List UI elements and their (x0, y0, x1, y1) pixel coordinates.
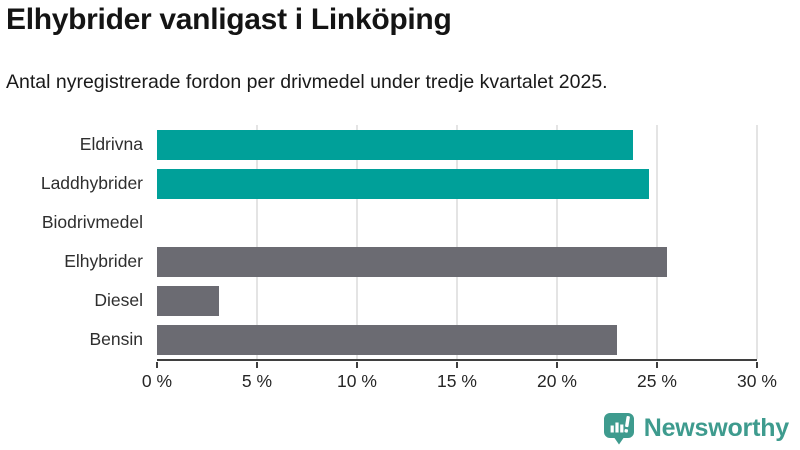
x-tick-15 (456, 361, 458, 368)
x-tick-25 (656, 361, 658, 368)
bar-chart: Eldrivna Laddhybrider Biodrivmedel Elhybrid… (0, 125, 800, 391)
newsworthy-icon (603, 413, 634, 445)
category-label: Bensin (89, 329, 143, 349)
category-label: Laddhybrider (40, 173, 143, 193)
bar-eldrivna (157, 129, 633, 160)
category-label: Biodrivmedel (41, 212, 143, 232)
gridline-25 (656, 125, 658, 359)
category-label: Elhybrider (64, 251, 143, 271)
newsworthy-logo: Newsworthy (602, 411, 789, 445)
chart-title: Elhybrider vanligast i Linköping (6, 3, 452, 36)
x-tick-label: 25 % (637, 371, 677, 391)
x-tick-20 (555, 361, 558, 368)
x-tick-label: 15 % (437, 371, 477, 391)
x-tick-label: 0 % (141, 371, 173, 391)
gridline-15 (456, 125, 458, 359)
gridline-10 (355, 125, 358, 359)
category-label: Diesel (94, 290, 143, 310)
x-tick-label: 10 % (337, 371, 377, 391)
plot-area: 0 % 5 % 10 % 15 % 20 % 25 % 30 % (142, 125, 777, 391)
gridline-30 (756, 125, 758, 359)
x-tick-label: 5 % (241, 371, 273, 391)
category-axis: Eldrivna Laddhybrider Biodrivmedel Elhybrid… (0, 125, 150, 359)
gridline-20 (555, 125, 558, 359)
bar-diesel (157, 285, 219, 316)
chart-subtitle: Antal nyregistrerade fordon per drivmede… (6, 71, 608, 93)
x-tick-5 (255, 361, 258, 368)
x-tick-30 (756, 361, 758, 368)
newsworthy-logo-text: Newsworthy (643, 413, 789, 442)
x-tick-10 (355, 361, 358, 368)
gridline-5 (255, 125, 258, 359)
bar-bensin (157, 324, 617, 355)
x-tick-0 (156, 361, 158, 368)
bar-elhybrider (157, 246, 667, 277)
category-label: Eldrivna (79, 134, 143, 154)
x-tick-label: 20 % (537, 371, 577, 391)
bar-laddhybrider (157, 168, 649, 199)
x-tick-label: 30 % (737, 371, 777, 391)
